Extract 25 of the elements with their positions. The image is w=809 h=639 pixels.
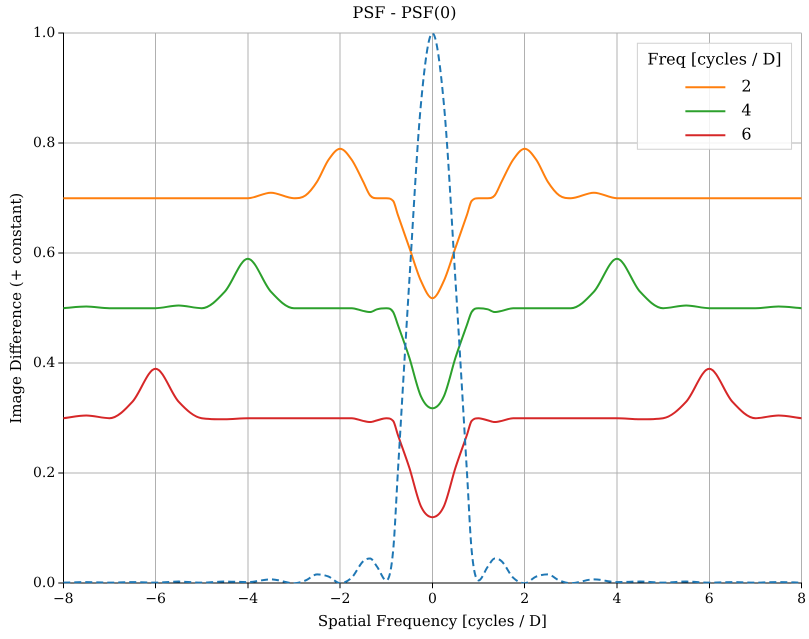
line-series (63, 258, 802, 410)
x-tick-label: 0 (428, 591, 437, 608)
y-axis-title: Image Difference (+ constant) (6, 192, 25, 424)
x-tick-label: −6 (145, 591, 166, 608)
y-tick-label: 0.0 (33, 574, 56, 591)
legend-label: 4 (741, 100, 752, 120)
line-series (63, 148, 802, 300)
x-tick-label: 8 (797, 591, 806, 608)
legend-label: 2 (741, 76, 752, 96)
x-tick-label: −8 (52, 591, 74, 608)
x-tick-label: 4 (612, 591, 622, 608)
x-tick-label: −4 (238, 591, 258, 608)
legend-title: Freq [cycles / D] (647, 49, 782, 68)
line-series (63, 368, 802, 518)
x-tick-label: 2 (520, 591, 530, 608)
x-tick-label: 6 (704, 591, 714, 608)
y-tick-label: 0.6 (33, 244, 56, 261)
y-tick-label: 0.4 (33, 354, 56, 371)
chart-title: PSF - PSF(0) (352, 2, 456, 22)
y-tick-label: 0.8 (33, 134, 56, 151)
y-tick-label: 1.0 (33, 24, 56, 41)
x-axis-title: Spatial Frequency [cycles / D] (318, 612, 547, 630)
legend-label: 6 (741, 124, 752, 144)
y-tick-label: 0.2 (33, 464, 56, 481)
x-tick-label: −2 (330, 591, 350, 608)
